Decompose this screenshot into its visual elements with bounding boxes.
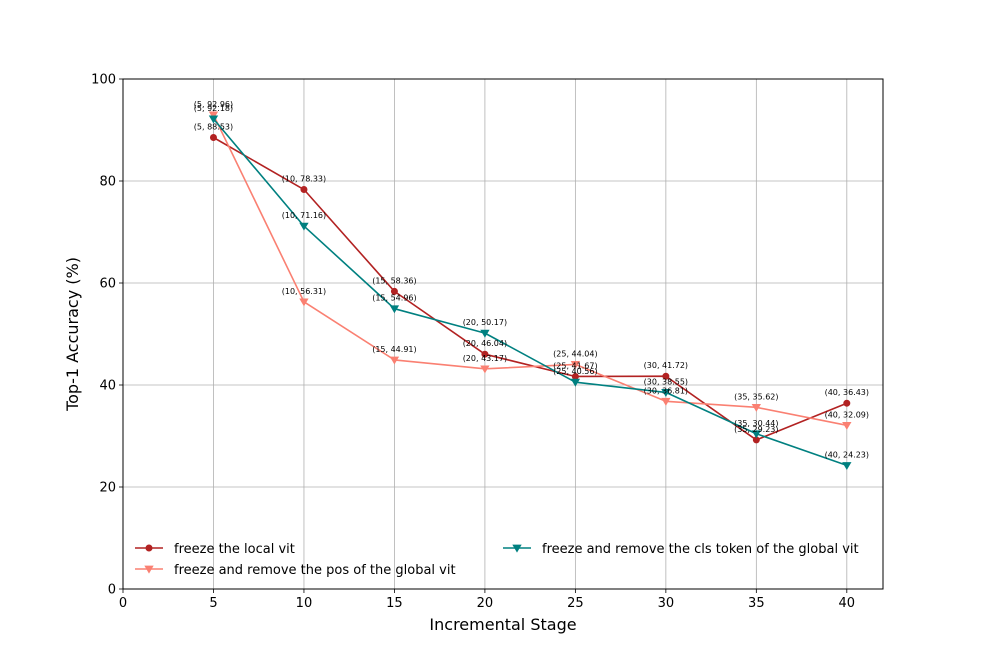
data-label: (20, 43.17) [463,354,507,363]
data-point [480,329,490,338]
data-point [842,421,852,430]
y-tick-label: 20 [99,481,116,496]
data-label: (30, 41.72) [644,361,688,370]
legend-label: freeze and remove the pos of the global … [174,563,456,578]
data-label: (5, 88.53) [194,122,233,131]
data-point [389,356,400,365]
data-label: (5, 92.96) [194,100,233,109]
data-point [662,372,670,380]
legend-label: freeze and remove the cls token of the g… [542,542,859,557]
data-label: (10, 78.33) [282,175,326,184]
data-label: (25, 44.04) [553,349,597,358]
data-label: (35, 29.23) [734,425,778,434]
data-point [661,397,671,406]
data-label: (20, 50.17) [463,318,507,327]
data-point [842,462,852,471]
data-point [299,298,309,307]
data-label: (20, 46.04) [463,339,507,348]
x-tick-label: 30 [658,596,675,611]
data-label: (40, 32.09) [825,410,869,419]
legend-label: freeze the local vit [174,542,295,557]
data-point [843,399,851,407]
data-point [751,403,762,412]
data-label: (25, 41.67) [553,361,597,370]
data-point [300,186,308,194]
data-label: (40, 24.23) [825,450,869,459]
y-tick-label: 0 [108,583,116,598]
data-point [389,305,400,314]
series-3 [208,115,852,471]
data-point [208,111,219,120]
legend-item-3: freeze and remove the cls token of the g… [503,542,859,557]
data-point [751,430,762,439]
series-line [212,114,847,427]
y-tick-label: 80 [99,175,116,190]
data-point [481,350,489,358]
series-line [212,118,848,467]
data-point [570,378,581,387]
x-tick-label: 25 [567,596,584,611]
legend-item-2: freeze and remove the pos of the global … [135,563,456,578]
data-point [512,544,522,553]
data-label: (10, 56.31) [282,287,326,296]
y-tick-label: 40 [99,379,116,394]
series-layer [208,111,852,471]
x-tick-label: 5 [209,596,217,611]
y-axis-label: Top-1 Accuracy (%) [63,257,82,412]
x-tick-label: 15 [386,596,403,611]
data-point [390,287,398,295]
data-label: (40, 36.43) [825,388,869,397]
data-label: (30, 38.55) [644,377,688,386]
y-tick-label: 100 [91,73,116,88]
series-2 [208,111,852,430]
series-1 [209,133,851,444]
x-tick-label: 0 [119,596,127,611]
annotation-layer: (5, 88.53) (10, 78.33) (15, 58.36) (20, 46.… [194,100,869,460]
legend-item-1: freeze the local vit [135,542,295,557]
data-label: (10, 71.16) [282,211,326,220]
x-axis-label: Incremental Stage [429,615,576,634]
data-label: (15, 54.96) [372,294,416,303]
data-point [208,115,219,124]
y-tick-label: 60 [99,277,116,292]
data-label: (25, 40.56) [553,367,597,376]
data-point [209,133,217,141]
legend: freeze the local vit freeze and remove th… [135,542,859,578]
data-label: (30, 36.81) [644,386,688,395]
x-tick-label: 20 [477,596,494,611]
data-point [661,389,671,397]
data-label: (15, 44.91) [372,345,416,354]
data-point [144,565,154,574]
data-label: (15, 58.36) [372,276,416,285]
ticks: 0 5 10 15 20 25 30 35 40 0 20 40 60 80 100 [91,73,855,612]
data-point [145,544,153,552]
series-line [213,136,848,441]
x-tick-label: 10 [296,596,313,611]
x-tick-label: 35 [748,596,765,611]
data-label: (5, 92.18) [194,104,233,113]
data-label: (35, 30.44) [734,419,778,428]
data-point [299,222,309,231]
plot-frame [122,78,884,590]
data-label: (35, 35.62) [734,392,778,401]
x-tick-label: 40 [839,596,856,611]
data-point [480,365,490,374]
data-point [570,361,581,369]
